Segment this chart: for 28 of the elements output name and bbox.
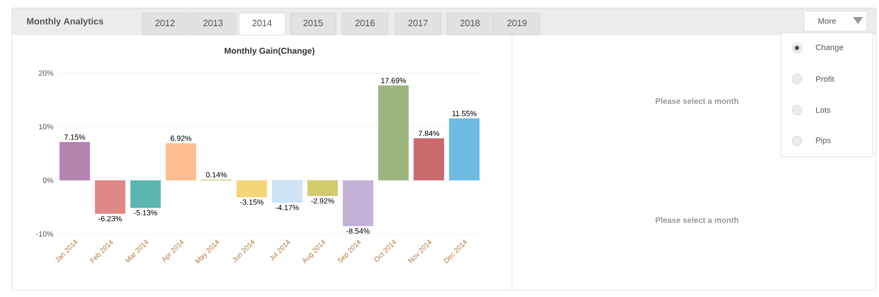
- text: 2019: [507, 20, 527, 26]
- text: Change: [816, 44, 844, 52]
- bar: [307, 180, 338, 196]
- bar: [378, 85, 409, 180]
- text: 2012: [155, 20, 175, 26]
- text: 2017: [408, 20, 428, 26]
- text: 2015: [303, 20, 323, 26]
- bar: [449, 118, 480, 180]
- text: Please select a month: [656, 98, 738, 104]
- text: Monthly Analytics: [27, 18, 104, 26]
- text: Pips: [816, 137, 831, 145]
- bar: [236, 180, 268, 198]
- text: 2014: [252, 20, 272, 26]
- text: Profit: [816, 76, 834, 82]
- bar: [342, 180, 374, 226]
- bar: [130, 180, 161, 208]
- bar: [414, 138, 444, 180]
- text: Please select a month: [656, 217, 738, 223]
- text: 2013: [203, 20, 223, 26]
- bar: [94, 180, 126, 214]
- text: 2018: [460, 20, 480, 26]
- text: More: [818, 18, 836, 24]
- chart-title: Monthly Gain(Change): [224, 48, 314, 56]
- bar: [272, 180, 302, 203]
- text: Lots: [816, 107, 830, 113]
- text: 2016: [355, 20, 375, 26]
- bar: [60, 142, 90, 180]
- bar: [166, 143, 196, 180]
